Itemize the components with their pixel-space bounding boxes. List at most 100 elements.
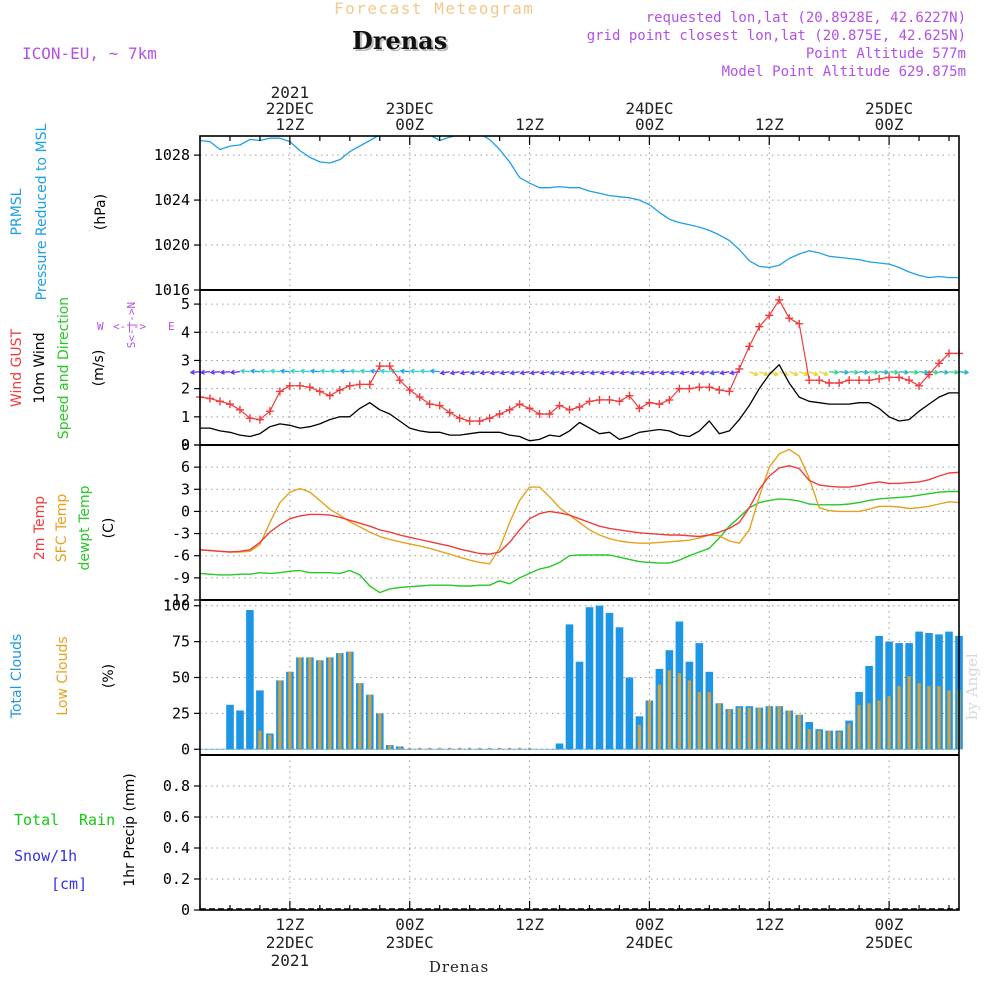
wind-arrow-head xyxy=(854,369,860,375)
low-cloud-label: Low Clouds xyxy=(55,636,71,715)
low-cloud-bar xyxy=(657,684,661,750)
wind-arrow-head xyxy=(369,368,375,374)
y-tick-label: 0 xyxy=(181,740,190,758)
gust-marker xyxy=(425,400,434,409)
wind-direction-arrow xyxy=(798,371,808,376)
total-cloud-bar xyxy=(246,610,254,750)
y-tick-label: 1016 xyxy=(154,281,190,299)
gust-marker xyxy=(925,370,934,379)
wind-direction-arrow xyxy=(859,371,869,374)
y-tick-label: 5 xyxy=(181,295,190,313)
time-label-bottom: 2021 xyxy=(271,951,310,970)
y-tick-label: 9 xyxy=(181,436,190,454)
wind-arrow-head xyxy=(419,368,425,374)
gust-marker xyxy=(505,405,514,414)
total-cloud-bar xyxy=(555,743,564,750)
time-label-top: 00Z xyxy=(875,115,904,134)
wind-arrow-head xyxy=(199,369,205,375)
wind-arrow-head xyxy=(489,370,495,376)
low-cloud-bar xyxy=(777,706,781,750)
wind-direction-arrow xyxy=(200,371,211,374)
low-cloud-bar xyxy=(268,734,272,750)
wind-arrow-head xyxy=(449,370,455,376)
low-cloud-bar xyxy=(817,730,821,750)
requested-location: requested lon,lat (20.8928E, 42.6227N) xyxy=(645,10,966,26)
wind-arrow-head xyxy=(954,369,960,375)
gust-marker xyxy=(625,391,634,400)
gust-marker xyxy=(495,410,504,418)
bottom-axis-title: Drenas xyxy=(429,958,489,976)
low-cloud-bar xyxy=(398,746,402,750)
gust-marker xyxy=(335,386,344,395)
gust-marker xyxy=(265,407,274,416)
wind-arrow-head xyxy=(719,370,725,376)
wind-direction-arrow xyxy=(520,371,530,374)
compass-horizontal-arrow: <-|-> xyxy=(113,320,146,333)
wind-direction-arrow xyxy=(869,371,879,374)
y-tick-label: 0.8 xyxy=(163,777,190,795)
time-label-top: 12Z xyxy=(755,115,784,134)
total-cloud-bar xyxy=(605,612,614,750)
wind-arrow-head xyxy=(864,369,870,375)
low-cloud-bar xyxy=(887,696,891,750)
wind-direction-arrow xyxy=(310,370,320,373)
gust-marker xyxy=(795,319,804,328)
low-cloud-bar xyxy=(717,703,721,750)
y-tick-label: 0.2 xyxy=(163,870,190,888)
total-cloud-bar xyxy=(236,710,244,750)
wind-arrow-head xyxy=(519,370,525,376)
wind-direction-arrow xyxy=(948,371,959,374)
time-label-bottom: 12Z xyxy=(515,915,544,934)
gust-marker xyxy=(735,364,744,373)
wind-arrow-head xyxy=(399,368,405,374)
gust-marker xyxy=(805,376,814,385)
wind-arrow-head xyxy=(599,370,605,376)
y-tick-label: 3 xyxy=(181,480,190,498)
total-cloud-bar xyxy=(615,627,624,750)
low-cloud-bar xyxy=(498,747,502,750)
wind-arrow-head xyxy=(569,370,575,376)
wind-unit: (m/s) xyxy=(91,350,107,387)
wind-direction-arrow xyxy=(480,371,490,374)
gust-marker xyxy=(295,381,304,390)
wind-arrow-head xyxy=(559,370,565,376)
wind-direction-arrow xyxy=(710,371,720,374)
gust-marker xyxy=(785,314,794,323)
wind-arrow-head xyxy=(874,369,880,375)
y-tick-label: 0 xyxy=(181,901,190,919)
wind-direction-arrow xyxy=(390,370,400,373)
sfc-temp-label: SFC Temp xyxy=(54,494,70,563)
gust-marker xyxy=(515,400,524,409)
wind-direction-arrow xyxy=(490,371,500,374)
wind-direction-arrow xyxy=(680,371,690,374)
low-cloud-bar xyxy=(767,706,771,750)
wind-direction-arrow xyxy=(340,370,350,373)
low-cloud-bar xyxy=(528,747,532,750)
gust-marker xyxy=(605,395,614,404)
wind-direction-arrow xyxy=(290,370,300,373)
dewpt-label: dewpt Temp xyxy=(77,485,93,570)
wind-direction-arrow xyxy=(818,371,828,376)
gust-marker xyxy=(585,397,594,406)
time-label-top: 23DEC xyxy=(386,99,434,118)
y-tick-label: -6 xyxy=(172,547,190,565)
gust-marker xyxy=(675,384,684,393)
wind-arrow-head xyxy=(259,368,265,374)
wind-direction-arrow xyxy=(700,371,710,374)
low-cloud-bar xyxy=(298,657,302,750)
wind-direction-arrow xyxy=(909,371,919,374)
low-cloud-bar xyxy=(847,723,851,750)
wind-arrow-head xyxy=(329,368,335,374)
gust-marker xyxy=(535,410,544,418)
y-tick-label: 2 xyxy=(181,380,190,398)
wind-direction-arrow xyxy=(918,371,929,374)
wind-direction-arrow xyxy=(808,371,818,376)
temp-unit: (C) xyxy=(101,518,117,539)
gust-marker xyxy=(825,379,834,387)
wind-arrow-head xyxy=(429,368,435,374)
wind-direction-arrow xyxy=(320,370,330,373)
gust-marker xyxy=(465,417,474,426)
wind-arrow-head xyxy=(319,368,325,374)
wind-label: 10m Wind xyxy=(32,332,48,403)
wind-arrow-head xyxy=(619,370,625,376)
